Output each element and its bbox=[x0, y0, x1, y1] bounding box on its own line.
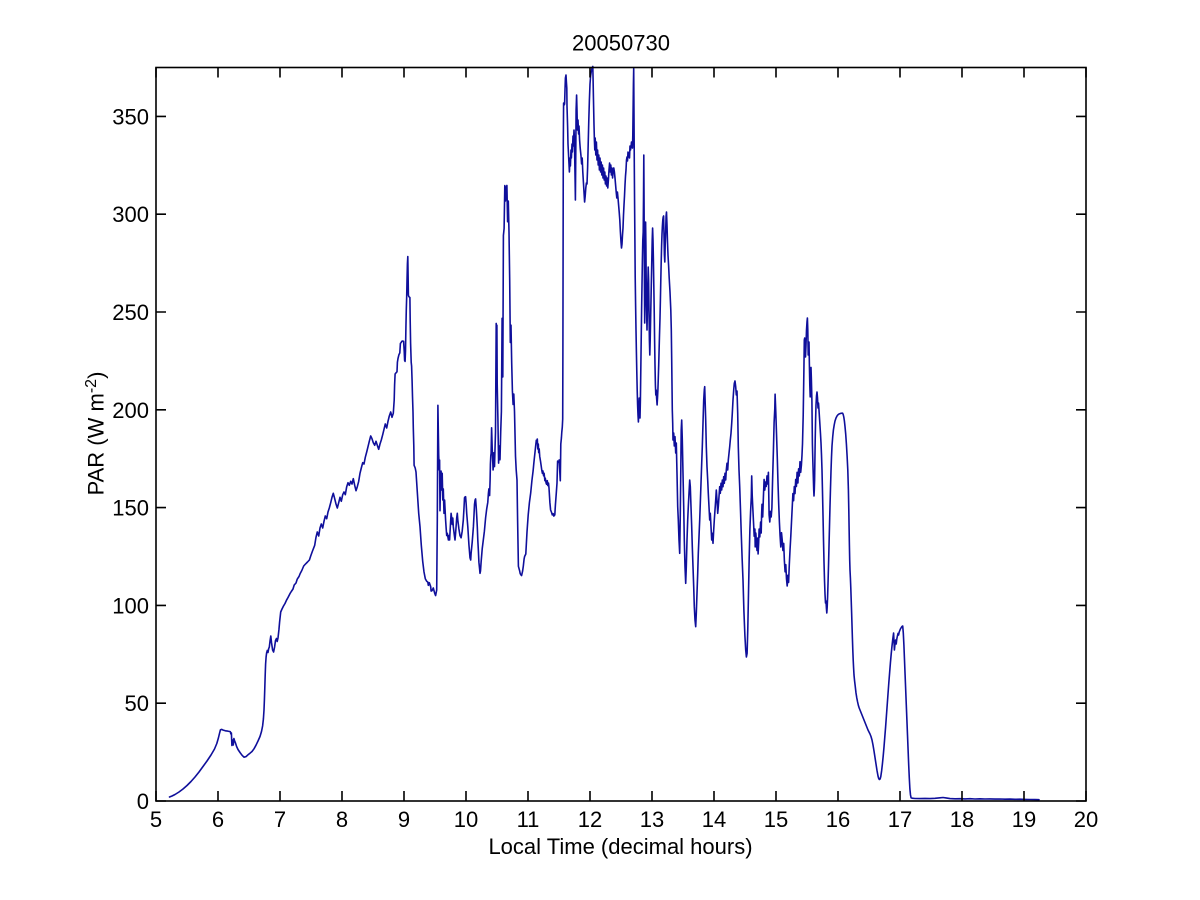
svg-text:5: 5 bbox=[150, 807, 162, 832]
svg-text:19: 19 bbox=[1012, 807, 1036, 832]
svg-text:15: 15 bbox=[764, 807, 788, 832]
svg-text:11: 11 bbox=[517, 807, 540, 832]
svg-text:17: 17 bbox=[888, 807, 912, 832]
svg-text:10: 10 bbox=[454, 807, 478, 832]
svg-text:20050730: 20050730 bbox=[572, 31, 670, 56]
svg-text:350: 350 bbox=[112, 104, 149, 129]
svg-text:50: 50 bbox=[125, 691, 149, 716]
svg-text:12: 12 bbox=[578, 807, 602, 832]
svg-text:300: 300 bbox=[112, 202, 149, 227]
svg-text:Local Time (decimal hours): Local Time (decimal hours) bbox=[488, 834, 752, 859]
svg-text:8: 8 bbox=[336, 807, 348, 832]
svg-text:20: 20 bbox=[1074, 807, 1098, 832]
svg-text:250: 250 bbox=[112, 300, 149, 325]
svg-text:PAR (W m-2): PAR (W m-2) bbox=[83, 372, 109, 496]
svg-text:7: 7 bbox=[274, 807, 286, 832]
svg-text:200: 200 bbox=[112, 398, 149, 423]
svg-text:9: 9 bbox=[398, 807, 410, 832]
svg-text:150: 150 bbox=[112, 496, 149, 521]
svg-text:16: 16 bbox=[826, 807, 850, 832]
svg-text:13: 13 bbox=[640, 807, 664, 832]
svg-text:14: 14 bbox=[702, 807, 726, 832]
svg-text:6: 6 bbox=[212, 807, 224, 832]
svg-text:0: 0 bbox=[137, 789, 149, 814]
svg-text:100: 100 bbox=[112, 593, 149, 618]
svg-text:18: 18 bbox=[950, 807, 974, 832]
